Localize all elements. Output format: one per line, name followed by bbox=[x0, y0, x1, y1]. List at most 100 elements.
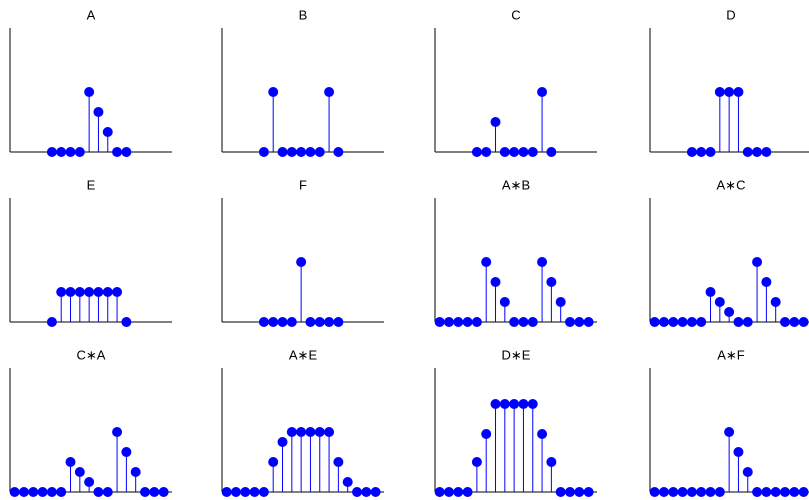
stem-marker bbox=[752, 487, 763, 497]
stem-marker bbox=[102, 287, 113, 297]
stem-marker bbox=[443, 317, 454, 327]
stem-marker bbox=[462, 487, 473, 497]
stem-marker bbox=[453, 487, 464, 497]
stem-marker bbox=[258, 487, 269, 497]
stem-marker bbox=[714, 87, 725, 97]
stem-marker bbox=[696, 317, 707, 327]
stem-marker bbox=[499, 399, 510, 409]
stem-marker bbox=[527, 317, 538, 327]
panel: A∗F bbox=[649, 347, 809, 497]
stem-marker bbox=[583, 317, 594, 327]
stem-marker bbox=[546, 277, 557, 287]
stem-marker bbox=[677, 487, 688, 497]
stem-marker bbox=[277, 437, 288, 447]
stem-marker bbox=[84, 287, 95, 297]
stem-marker bbox=[93, 487, 104, 497]
panel: A bbox=[9, 7, 172, 157]
stem-marker bbox=[555, 297, 566, 307]
panel-title: A∗B bbox=[502, 177, 530, 192]
stem-marker bbox=[268, 457, 279, 467]
stem-marker bbox=[668, 317, 679, 327]
stem-marker bbox=[724, 427, 735, 437]
stem-marker bbox=[314, 147, 325, 157]
stem-marker bbox=[56, 487, 67, 497]
stem-marker bbox=[277, 317, 288, 327]
stem-marker bbox=[314, 317, 325, 327]
stem-marker bbox=[130, 467, 141, 477]
stem-marker bbox=[574, 317, 585, 327]
stem-marker bbox=[499, 147, 510, 157]
stem-marker bbox=[230, 487, 241, 497]
stem-marker bbox=[509, 399, 520, 409]
stem-marker bbox=[46, 147, 57, 157]
stem-marker bbox=[305, 427, 316, 437]
stem-marker bbox=[102, 487, 113, 497]
stem-marker bbox=[65, 287, 76, 297]
stem-marker bbox=[56, 147, 67, 157]
stem-marker bbox=[527, 399, 538, 409]
stem-marker bbox=[471, 147, 482, 157]
stem-marker bbox=[149, 487, 160, 497]
stem-marker bbox=[686, 147, 697, 157]
stem-marker bbox=[74, 147, 85, 157]
stem-marker bbox=[546, 147, 557, 157]
stem-marker bbox=[296, 427, 307, 437]
panel-title: D bbox=[726, 7, 735, 22]
stem-marker bbox=[509, 317, 520, 327]
stem-marker bbox=[221, 487, 232, 497]
panel: E bbox=[9, 177, 172, 327]
stem-marker bbox=[714, 487, 725, 497]
panel: D bbox=[649, 7, 809, 157]
stem-marker bbox=[342, 477, 353, 487]
stem-marker bbox=[537, 87, 548, 97]
stem-marker bbox=[268, 317, 279, 327]
stem-marker bbox=[324, 427, 335, 437]
stem-marker bbox=[112, 427, 123, 437]
stem-marker bbox=[499, 297, 510, 307]
stem-marker bbox=[696, 147, 707, 157]
stem-marker bbox=[509, 147, 520, 157]
stem-marker bbox=[333, 457, 344, 467]
stem-marker bbox=[555, 487, 566, 497]
stem-marker bbox=[333, 317, 344, 327]
stem-marker bbox=[240, 487, 251, 497]
stem-marker bbox=[696, 487, 707, 497]
panel-title: A∗C bbox=[717, 177, 746, 192]
panel-title: A∗F bbox=[717, 347, 745, 362]
stem-marker bbox=[789, 317, 800, 327]
stem-marker bbox=[158, 487, 169, 497]
stem-marker bbox=[649, 317, 660, 327]
stem-marker bbox=[112, 287, 123, 297]
stem-marker bbox=[705, 287, 716, 297]
stem-marker bbox=[761, 147, 772, 157]
stem-marker bbox=[537, 429, 548, 439]
stem-marker bbox=[74, 467, 85, 477]
stem-marker bbox=[752, 257, 763, 267]
stem-marker bbox=[37, 487, 48, 497]
stem-marker bbox=[798, 317, 809, 327]
stem-marker bbox=[46, 317, 57, 327]
stem-marker bbox=[305, 317, 316, 327]
stem-marker bbox=[333, 147, 344, 157]
stem-marker bbox=[798, 487, 809, 497]
stem-marker bbox=[574, 487, 585, 497]
panel: C∗A bbox=[9, 347, 172, 497]
stem-marker bbox=[102, 127, 113, 137]
stem-marker bbox=[724, 307, 735, 317]
stem-marker bbox=[361, 487, 372, 497]
stem-marker bbox=[305, 147, 316, 157]
stem-marker bbox=[714, 297, 725, 307]
panel: C bbox=[434, 7, 597, 157]
panel-title: A∗E bbox=[289, 347, 318, 362]
stem-marker bbox=[518, 317, 529, 327]
stem-marker bbox=[74, 287, 85, 297]
stem-marker bbox=[490, 399, 501, 409]
stem-marker bbox=[705, 147, 716, 157]
panel: A∗E bbox=[221, 347, 384, 497]
stem-marker bbox=[258, 317, 269, 327]
stem-marker bbox=[742, 147, 753, 157]
stem-marker bbox=[780, 487, 790, 497]
stem-marker bbox=[286, 427, 297, 437]
stem-marker bbox=[462, 317, 473, 327]
